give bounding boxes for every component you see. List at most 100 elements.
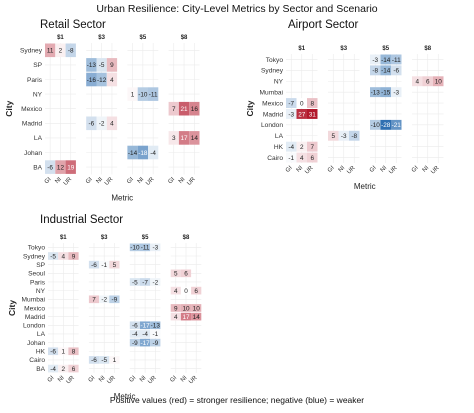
cell-value-label: 0 — [184, 288, 188, 295]
y-axis-title: City — [4, 100, 14, 116]
cell-value-label: -3 — [372, 57, 378, 64]
cell-value-label: -10 — [130, 245, 140, 252]
heatmap-cell — [148, 145, 159, 160]
heatmap-cell — [178, 101, 190, 116]
city-tick-label: Cairo — [267, 155, 283, 162]
city-tick-label: NY — [274, 79, 284, 86]
heatmap-cell — [86, 58, 97, 72]
heatmap-cell — [412, 76, 423, 87]
x-axis-title: Metric — [114, 392, 136, 401]
metric-tick-label: UR — [145, 176, 156, 187]
cell-value-label: -1 — [152, 331, 158, 338]
metric-tick-label: UR — [147, 375, 158, 386]
facet-label: $8 — [424, 46, 431, 52]
heatmap-cell — [370, 65, 381, 76]
heatmap-cell — [65, 160, 76, 174]
heatmap-cell — [296, 141, 307, 152]
cell-value-label: -9 — [112, 297, 118, 304]
cell-value-label: -6 — [91, 357, 97, 364]
cell-value-label: -14 — [381, 68, 391, 75]
cell-value-label: 21 — [180, 106, 188, 113]
cell-value-label: 9 — [174, 305, 178, 312]
facet-label: $3 — [101, 235, 108, 241]
figure-footnote: Positive values (red) = stronger resilie… — [110, 395, 364, 405]
heatmap-cell — [391, 119, 402, 130]
cell-value-label: -7 — [288, 100, 294, 107]
heatmap-cell — [180, 269, 192, 278]
heatmap-cell — [45, 43, 56, 58]
facet-label: $5 — [142, 235, 149, 241]
cell-value-label: 4 — [174, 314, 178, 321]
heatmap-cell — [180, 286, 192, 295]
heatmap-cell — [307, 98, 318, 108]
metric-tick-label: UR — [63, 176, 74, 187]
metric-tick-label: UR — [66, 375, 77, 386]
metric-tick-label: GI — [85, 176, 94, 185]
heatmap-cell — [286, 141, 297, 152]
city-tick-label: Cairo — [29, 357, 45, 364]
cell-value-label: 2 — [59, 48, 63, 55]
heatmap-cell — [168, 101, 179, 116]
city-tick-label: Mexico — [262, 100, 283, 107]
heatmap-cell — [86, 72, 97, 87]
metric-tick-label: UR — [186, 176, 197, 187]
city-tick-label: LA — [34, 135, 43, 142]
heatmap-cell — [307, 109, 318, 119]
facet-label: $1 — [60, 235, 67, 241]
heatmap-cell — [191, 304, 202, 312]
metric-tick-label: GI — [44, 176, 53, 185]
metric-tick-label: UR — [304, 165, 315, 176]
cell-value-label: 8 — [310, 100, 314, 107]
cell-value-label: 3 — [172, 135, 176, 142]
heatmap-cell — [88, 295, 100, 304]
cell-value-label: -4 — [50, 366, 56, 373]
heatmap-cell — [106, 72, 118, 87]
cell-value-label: -11 — [149, 91, 158, 98]
heatmap-cell — [338, 130, 349, 141]
heatmap-cell — [58, 364, 69, 373]
heatmap-cell — [191, 312, 202, 321]
heatmap-cell — [296, 98, 307, 108]
city-tick-label: Sydney — [20, 48, 43, 55]
heatmap-cell — [99, 356, 110, 364]
heatmap-cell — [422, 76, 433, 87]
heatmap-cell — [127, 87, 138, 101]
cell-value-label: -28 — [381, 122, 391, 129]
cell-value-label: -4 — [150, 150, 156, 157]
cell-value-label: -3 — [152, 245, 158, 252]
heatmap-cell — [140, 330, 151, 338]
retail-sector-panel: Retail Sector $1 $3 $5 $8 Sydney SP Paris NY Mexi… — [4, 19, 200, 202]
cell-value-label: 6 — [310, 155, 314, 162]
metric-tick-label: NI — [54, 176, 63, 185]
city-tick-label: NY — [33, 91, 43, 98]
heatmap-cell — [150, 338, 161, 347]
cell-value-label: -9 — [132, 340, 138, 347]
heatmap-cell — [109, 295, 120, 304]
cell-value-label: -3 — [393, 89, 399, 96]
facet-label: $3 — [98, 35, 105, 41]
cell-value-label: -17 — [140, 323, 150, 330]
city-tick-label: Mexico — [21, 106, 42, 113]
heatmap-cell — [96, 72, 107, 87]
figure-title: Urban Resilience: City-Level Metrics by … — [96, 3, 377, 15]
cell-value-label: -6 — [47, 164, 53, 171]
cell-value-label: -13 — [87, 62, 97, 69]
cell-value-label: 7 — [92, 297, 96, 304]
cell-value-label: -5 — [50, 253, 56, 260]
metric-tick-label: NI — [422, 165, 431, 174]
heatmap-cell — [140, 243, 151, 252]
cell-value-label: 6 — [184, 271, 188, 278]
cell-value-label: 5 — [113, 262, 117, 269]
metric-tick-label: GI — [129, 375, 138, 384]
metric-tick-label: NI — [180, 375, 189, 384]
cell-value-label: -14 — [381, 57, 391, 64]
cell-value-label: -11 — [141, 245, 150, 252]
cell-value-label: -5 — [101, 357, 107, 364]
heatmap-cell — [99, 260, 110, 269]
city-tick-label: SP — [36, 262, 45, 269]
metric-tick-label: NI — [139, 375, 148, 384]
cell-value-label: 4 — [110, 121, 114, 128]
metric-tick-label: UR — [106, 375, 117, 386]
city-tick-label: Tokyo — [28, 245, 46, 252]
